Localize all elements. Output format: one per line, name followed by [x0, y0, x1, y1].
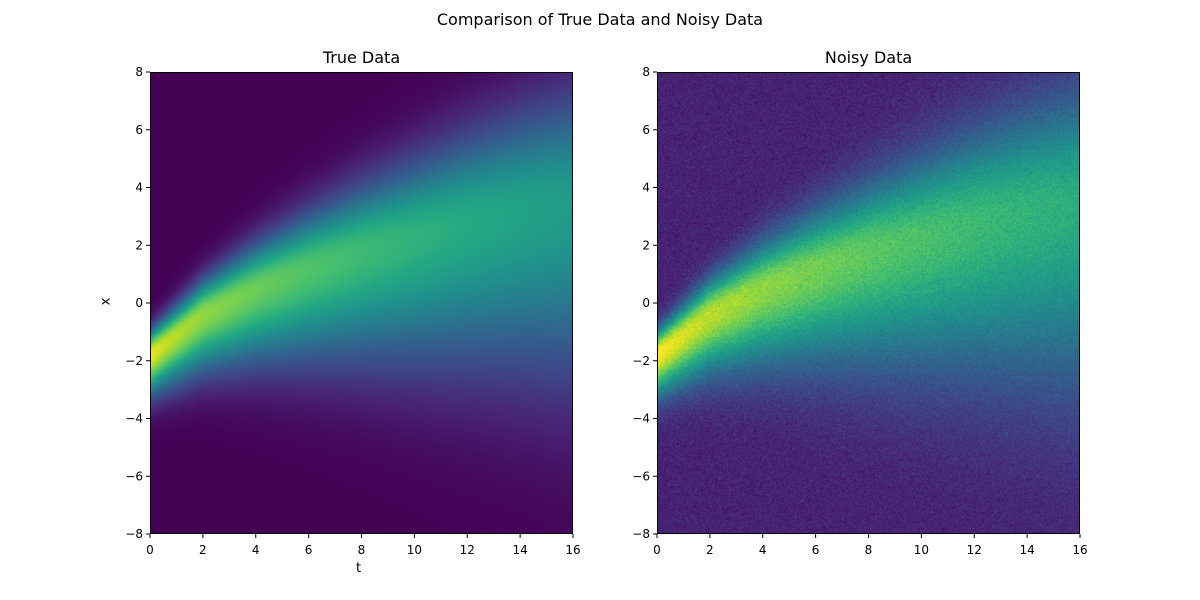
- noisy-data-heatmap: [657, 72, 1080, 534]
- x-tick-label: 6: [305, 543, 313, 557]
- x-tick-label: 12: [967, 543, 982, 557]
- x-tick-label: 14: [512, 543, 527, 557]
- y-tick-label: −2: [632, 354, 650, 368]
- y-tick-label: −4: [125, 412, 143, 426]
- x-tick-label: 8: [358, 543, 366, 557]
- x-tick-label: 8: [865, 543, 873, 557]
- x-tick-label: 2: [706, 543, 714, 557]
- x-tick-label: 10: [407, 543, 422, 557]
- y-tick-label: 8: [642, 65, 650, 79]
- y-tick-label: 8: [135, 65, 143, 79]
- x-tick-label: 14: [1019, 543, 1034, 557]
- y-tick-label: 6: [642, 123, 650, 137]
- y-tick-label: 6: [135, 123, 143, 137]
- y-tick-label: 4: [642, 181, 650, 195]
- y-tick-label: −6: [632, 469, 650, 483]
- true-data-xlabel: t: [356, 561, 362, 576]
- true-data-heatmap: [150, 72, 573, 534]
- x-tick-label: 2: [199, 543, 207, 557]
- y-tick-label: −8: [632, 527, 650, 541]
- y-tick-label: −6: [125, 469, 143, 483]
- noisy-data-title: Noisy Data: [824, 48, 913, 67]
- y-tick-label: −8: [125, 527, 143, 541]
- y-tick-label: −2: [125, 354, 143, 368]
- y-tick-label: 0: [135, 296, 143, 310]
- y-tick-label: −4: [632, 412, 650, 426]
- x-tick-label: 12: [460, 543, 475, 557]
- x-tick-label: 4: [252, 543, 260, 557]
- x-tick-label: 0: [653, 543, 661, 557]
- x-tick-label: 6: [812, 543, 820, 557]
- y-tick-label: 0: [642, 296, 650, 310]
- x-tick-label: 10: [914, 543, 929, 557]
- x-tick-label: 16: [565, 543, 580, 557]
- figure-suptitle: Comparison of True Data and Noisy Data: [436, 10, 764, 29]
- y-tick-label: 2: [642, 238, 650, 252]
- y-tick-label: 2: [135, 238, 143, 252]
- x-tick-label: 16: [1072, 543, 1087, 557]
- true-data-title: True Data: [322, 48, 401, 67]
- x-tick-label: 0: [146, 543, 154, 557]
- y-tick-label: 4: [135, 181, 143, 195]
- x-tick-label: 4: [759, 543, 767, 557]
